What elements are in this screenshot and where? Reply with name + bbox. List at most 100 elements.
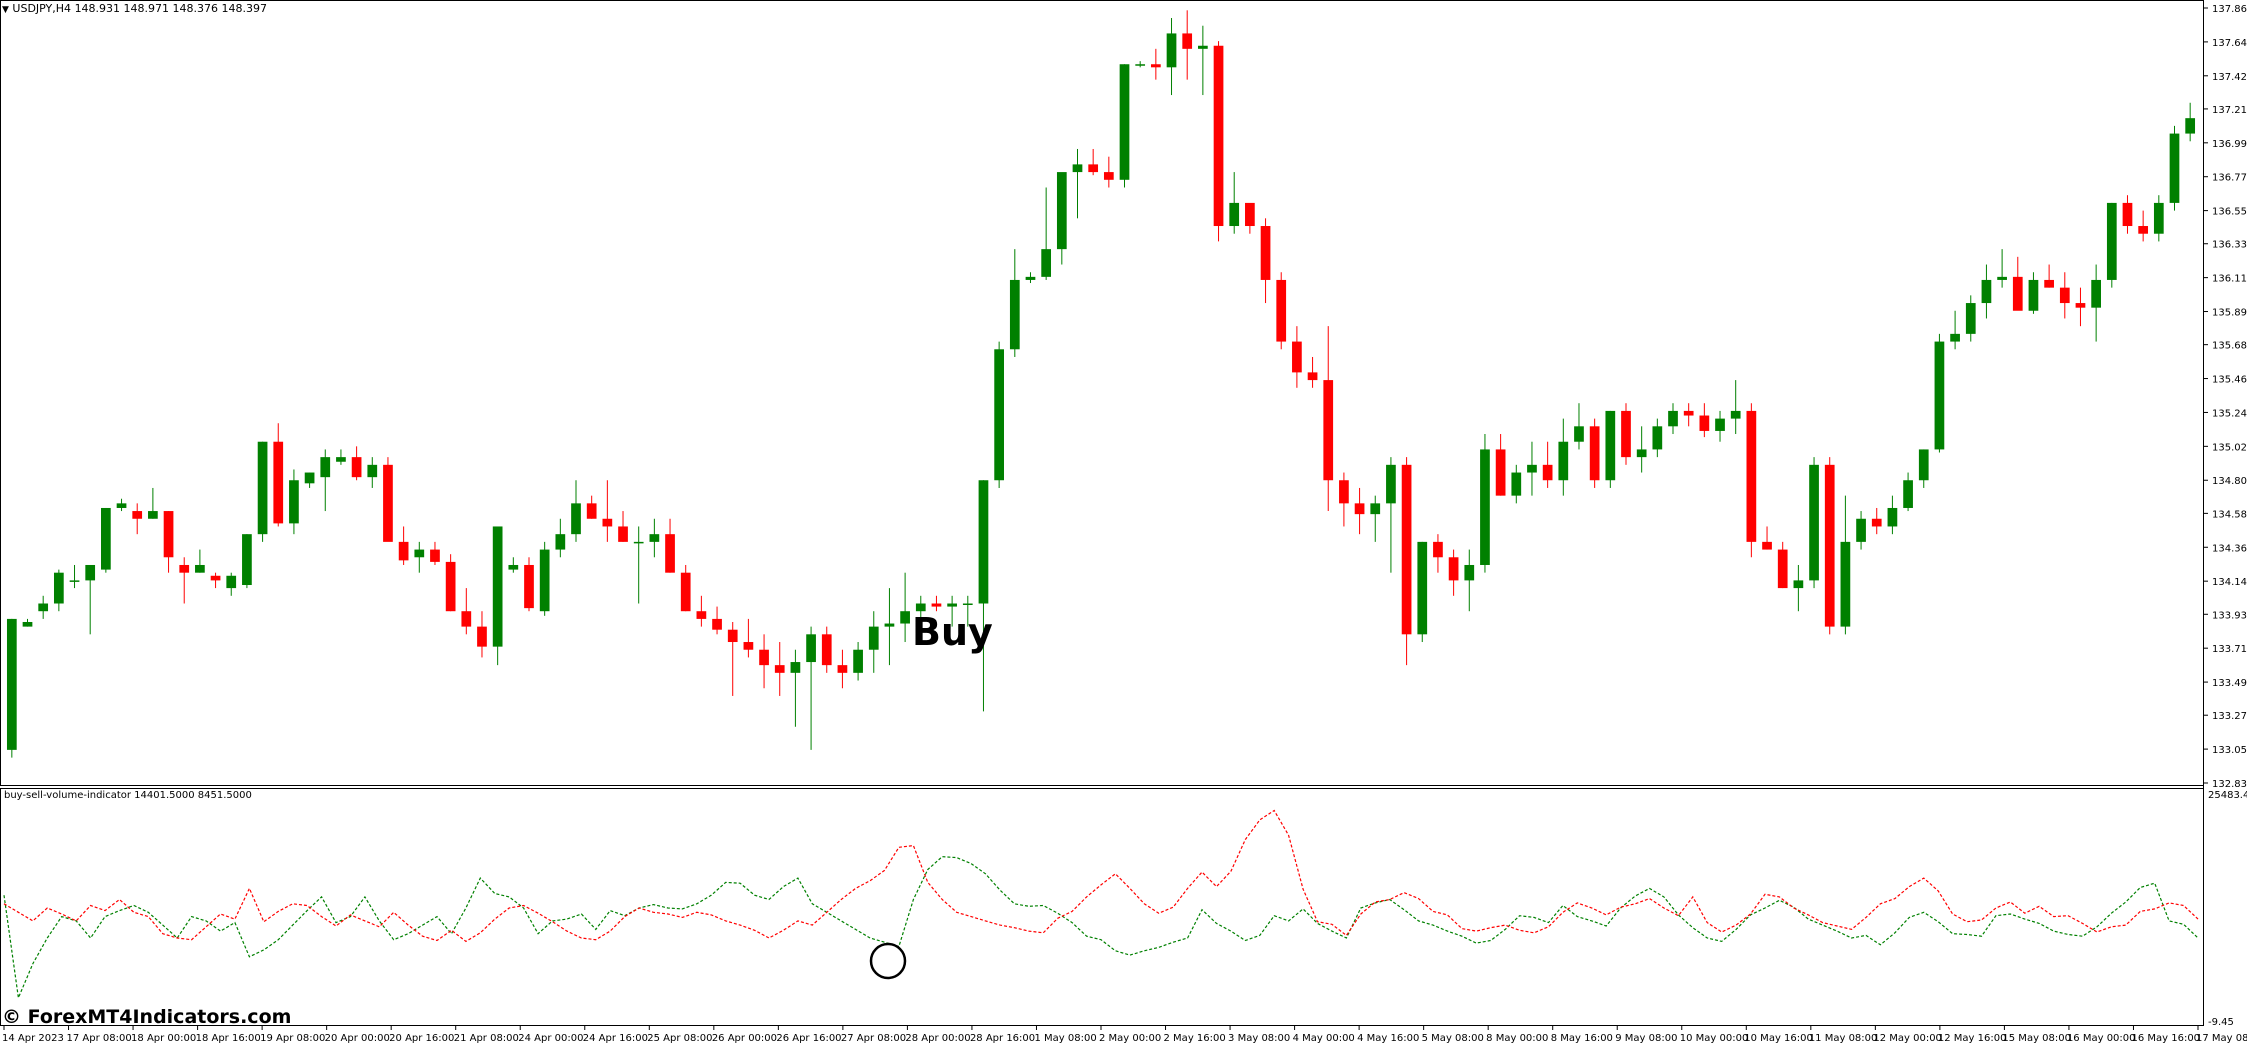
- candle-body: [868, 626, 879, 650]
- candle: [1511, 464, 1522, 504]
- candle: [539, 541, 550, 616]
- candle-body: [1307, 372, 1318, 381]
- candle: [1088, 148, 1099, 176]
- candle-body: [320, 457, 331, 478]
- candle-body: [477, 626, 487, 647]
- candle: [1041, 187, 1052, 280]
- candle: [837, 649, 848, 689]
- candle: [2169, 125, 2180, 211]
- candle: [571, 480, 581, 542]
- time-tick-label: 27 Apr 08:00: [841, 1033, 906, 1044]
- indicator-buy-line: [3, 856, 2199, 1001]
- candle-body: [1527, 464, 1537, 473]
- candle: [132, 503, 143, 535]
- candle-body: [383, 464, 393, 542]
- candle-body: [1715, 418, 1725, 431]
- candle: [1542, 441, 1553, 488]
- price-tick-label: 136.990: [2212, 139, 2247, 150]
- candle-body: [2091, 279, 2101, 308]
- candlestick-series: [6, 10, 2196, 758]
- candle-body: [962, 603, 973, 606]
- candle-body: [85, 564, 96, 581]
- candle: [116, 498, 127, 512]
- candle-body: [226, 575, 237, 589]
- candle: [1229, 172, 1240, 234]
- candle: [1950, 310, 1960, 350]
- candle: [2138, 210, 2149, 242]
- candle: [1824, 457, 1835, 635]
- candle: [304, 472, 315, 488]
- candle: [947, 595, 957, 627]
- candle-body: [38, 603, 49, 612]
- candle: [1746, 403, 1757, 558]
- candle: [884, 588, 895, 666]
- candle-body: [774, 665, 785, 673]
- candle: [602, 480, 613, 542]
- candle-body: [1072, 164, 1083, 173]
- candle-body: [195, 564, 205, 573]
- price-tick-label: 135.020: [2212, 442, 2247, 453]
- time-tick-label: 8 May 00:00: [1486, 1033, 1548, 1044]
- time-tick-label: 2 May 00:00: [1099, 1033, 1161, 1044]
- candle-body: [1088, 164, 1099, 173]
- candle: [790, 649, 801, 727]
- candle-body: [1683, 410, 1694, 416]
- candle-body: [1777, 549, 1788, 589]
- time-tick-label: 25 Apr 08:00: [647, 1033, 712, 1044]
- candle: [915, 595, 926, 619]
- candle-body: [586, 503, 597, 519]
- time-tick-label: 16 May 00:00: [2067, 1033, 2136, 1044]
- candle: [962, 595, 973, 627]
- candle-body: [257, 441, 268, 535]
- candle-body: [947, 603, 957, 607]
- candle-body: [2028, 279, 2039, 311]
- candle-body: [1323, 380, 1334, 481]
- symbol-timeframe: USDJPY,H4: [12, 2, 72, 15]
- triangle-down-icon[interactable]: ▼: [2, 5, 9, 15]
- time-tick-label: 5 May 08:00: [1422, 1033, 1484, 1044]
- candle: [195, 549, 205, 573]
- candle: [1683, 403, 1694, 427]
- candle: [2091, 264, 2101, 342]
- candle: [1323, 326, 1334, 512]
- price-tick-label: 135.240: [2212, 408, 2247, 419]
- candle-body: [1699, 415, 1710, 431]
- candle-body: [1746, 410, 1757, 542]
- candle: [398, 526, 409, 565]
- candle-body: [1730, 410, 1741, 419]
- candle-body: [1605, 410, 1616, 481]
- candle-body: [2012, 276, 2023, 311]
- candle-body: [289, 480, 299, 524]
- candle-body: [524, 564, 534, 609]
- candle: [555, 518, 566, 558]
- price-tick-label: 133.490: [2212, 678, 2247, 689]
- time-tick-label: 3 May 08:00: [1228, 1033, 1290, 1044]
- candle: [336, 449, 346, 465]
- candle: [1307, 356, 1318, 388]
- candle-body: [1276, 279, 1287, 342]
- time-tick-label: 8 May 16:00: [1551, 1033, 1613, 1044]
- time-tick-label: 9 May 08:00: [1615, 1033, 1677, 1044]
- candle: [2153, 195, 2164, 242]
- candle: [680, 564, 691, 612]
- candle: [1213, 41, 1224, 242]
- candle-body: [853, 649, 863, 673]
- time-tick-label: 28 Apr 16:00: [970, 1033, 1035, 1044]
- candle-body: [759, 649, 769, 666]
- candle-body: [2169, 133, 2180, 203]
- candle-body: [1511, 472, 1522, 496]
- candle-body: [1056, 172, 1067, 250]
- candle-body: [2122, 202, 2133, 227]
- candle: [1558, 418, 1569, 496]
- candle: [2075, 287, 2086, 327]
- candle: [1464, 549, 1475, 612]
- candle-body: [1809, 464, 1819, 581]
- candle: [1589, 418, 1600, 488]
- candle-body: [633, 541, 644, 544]
- time-tick-label: 4 May 00:00: [1293, 1033, 1355, 1044]
- candle: [649, 518, 660, 558]
- candle: [853, 642, 863, 681]
- candle-body: [1041, 249, 1052, 277]
